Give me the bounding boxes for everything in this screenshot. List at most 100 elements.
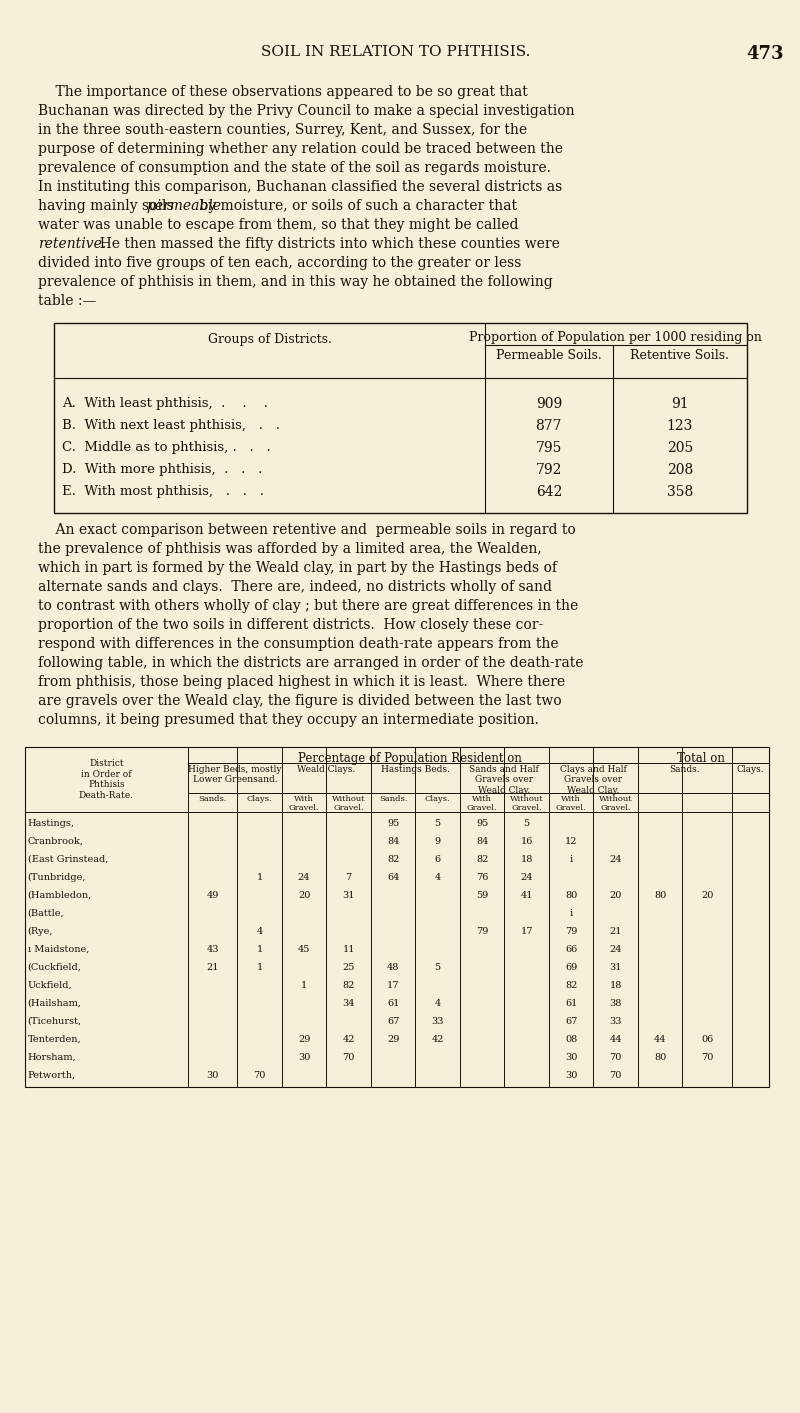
Text: 21: 21 (206, 962, 219, 972)
Text: 49: 49 (206, 890, 219, 900)
Text: 67: 67 (565, 1016, 578, 1026)
Text: permeable: permeable (146, 199, 222, 213)
Text: 82: 82 (476, 855, 488, 863)
Text: (Tunbridge,: (Tunbridge, (28, 872, 86, 882)
Text: C.  Middle as to phthisis, .   .   .: C. Middle as to phthisis, . . . (62, 441, 271, 454)
Text: Sands.: Sands. (379, 796, 407, 803)
Text: 84: 84 (387, 836, 399, 845)
Text: having mainly soils: having mainly soils (38, 199, 178, 213)
Text: 877: 877 (535, 420, 562, 432)
Text: Without
Gravel.: Without Gravel. (332, 796, 366, 812)
Text: ı Maidstone,: ı Maidstone, (28, 944, 89, 954)
Text: divided into five groups of ten each, according to the greater or less: divided into five groups of ten each, ac… (38, 256, 521, 270)
Bar (25, 747, 770, 1087)
Text: Clays.: Clays. (737, 764, 764, 774)
Text: 91: 91 (671, 397, 689, 411)
Text: following table, in which the districts are arranged in order of the death-rate: following table, in which the districts … (38, 656, 583, 670)
Text: 1: 1 (301, 981, 307, 989)
Text: 123: 123 (666, 420, 693, 432)
Text: The importance of these observations appeared to be so great that: The importance of these observations app… (38, 85, 527, 99)
Text: 42: 42 (342, 1034, 355, 1043)
Text: 473: 473 (746, 45, 784, 64)
Text: by moisture, or soils of such a character that: by moisture, or soils of such a characte… (195, 199, 518, 213)
Text: 64: 64 (387, 872, 399, 882)
Text: Sands.: Sands. (198, 796, 227, 803)
Text: 34: 34 (342, 999, 355, 1007)
Text: Groups of Districts.: Groups of Districts. (207, 333, 331, 346)
Text: Retentive Soils.: Retentive Soils. (630, 349, 730, 362)
Text: 61: 61 (387, 999, 399, 1007)
Text: Clays.: Clays. (246, 796, 273, 803)
Text: proportion of the two soils in different districts.  How closely these cor-: proportion of the two soils in different… (38, 617, 543, 632)
Text: Permeable Soils.: Permeable Soils. (496, 349, 602, 362)
Text: Hastings Beds.: Hastings Beds. (381, 764, 450, 774)
Text: 66: 66 (565, 944, 578, 954)
Text: 70: 70 (254, 1071, 266, 1080)
Text: Clays.: Clays. (425, 796, 450, 803)
Text: 20: 20 (610, 890, 622, 900)
Text: Proportion of Population per 1000 residing on: Proportion of Population per 1000 residi… (469, 331, 762, 343)
Text: (East Grinstead,: (East Grinstead, (28, 855, 108, 863)
Text: (Battle,: (Battle, (28, 909, 64, 917)
Text: 30: 30 (206, 1071, 219, 1080)
Text: purpose of determining whether any relation could be traced between the: purpose of determining whether any relat… (38, 141, 562, 155)
Text: (Hambledon,: (Hambledon, (28, 890, 92, 900)
Text: 70: 70 (610, 1071, 622, 1080)
Text: 29: 29 (298, 1034, 310, 1043)
Text: alternate sands and clays.  There are, indeed, no districts wholly of sand: alternate sands and clays. There are, in… (38, 579, 551, 593)
Text: 4: 4 (434, 872, 441, 882)
Text: 9: 9 (434, 836, 441, 845)
Text: 44: 44 (610, 1034, 622, 1043)
Text: 17: 17 (520, 927, 533, 935)
Text: the prevalence of phthisis was afforded by a limited area, the Wealden,: the prevalence of phthisis was afforded … (38, 543, 542, 555)
Text: (Ticehurst,: (Ticehurst, (28, 1016, 82, 1026)
Text: 33: 33 (431, 1016, 444, 1026)
Text: 642: 642 (536, 485, 562, 499)
Text: 43: 43 (206, 944, 219, 954)
Text: Uckfield,: Uckfield, (28, 981, 72, 989)
Text: 31: 31 (610, 962, 622, 972)
Text: An exact comparison between retentive and  permeable soils in regard to: An exact comparison between retentive an… (38, 523, 575, 537)
Text: 11: 11 (342, 944, 355, 954)
Text: 24: 24 (610, 855, 622, 863)
Text: 18: 18 (610, 981, 622, 989)
Text: 909: 909 (536, 397, 562, 411)
Text: 70: 70 (342, 1053, 354, 1061)
Text: 4: 4 (434, 999, 441, 1007)
Text: 7: 7 (346, 872, 352, 882)
Text: Petworth,: Petworth, (28, 1071, 76, 1080)
Text: Percentage of Population Resident on: Percentage of Population Resident on (298, 752, 522, 764)
Text: 5: 5 (523, 818, 530, 828)
Text: SOIL IN RELATION TO PHTHISIS.: SOIL IN RELATION TO PHTHISIS. (261, 45, 530, 59)
Text: i: i (570, 855, 573, 863)
Text: 82: 82 (565, 981, 578, 989)
Text: With
Gravel.: With Gravel. (466, 796, 498, 812)
Text: 45: 45 (298, 944, 310, 954)
Text: 18: 18 (521, 855, 533, 863)
Text: With
Gravel.: With Gravel. (289, 796, 319, 812)
Text: Higher Beds, mostly
Lower Greensand.: Higher Beds, mostly Lower Greensand. (188, 764, 282, 784)
Text: 95: 95 (476, 818, 488, 828)
Text: which in part is formed by the Weald clay, in part by the Hastings beds of: which in part is formed by the Weald cla… (38, 561, 557, 575)
Text: are gravels over the Weald clay, the figure is divided between the last two: are gravels over the Weald clay, the fig… (38, 694, 562, 708)
Text: 48: 48 (387, 962, 399, 972)
Text: 20: 20 (701, 890, 714, 900)
Text: 208: 208 (666, 463, 693, 478)
Bar (54, 324, 746, 513)
Text: 08: 08 (565, 1034, 578, 1043)
Text: E.  With most phthisis,   .   .   .: E. With most phthisis, . . . (62, 485, 264, 497)
Text: 25: 25 (342, 962, 354, 972)
Text: A.  With least phthisis,  .    .    .: A. With least phthisis, . . . (62, 397, 268, 410)
Text: 20: 20 (298, 890, 310, 900)
Text: i: i (570, 909, 573, 917)
Text: 79: 79 (476, 927, 488, 935)
Text: 1: 1 (257, 872, 262, 882)
Text: 1: 1 (257, 944, 262, 954)
Text: 30: 30 (565, 1053, 578, 1061)
Text: 84: 84 (476, 836, 488, 845)
Text: 82: 82 (387, 855, 399, 863)
Text: 1: 1 (257, 962, 262, 972)
Text: (Cuckfield,: (Cuckfield, (28, 962, 82, 972)
Text: 5: 5 (434, 818, 441, 828)
Text: 79: 79 (565, 927, 578, 935)
